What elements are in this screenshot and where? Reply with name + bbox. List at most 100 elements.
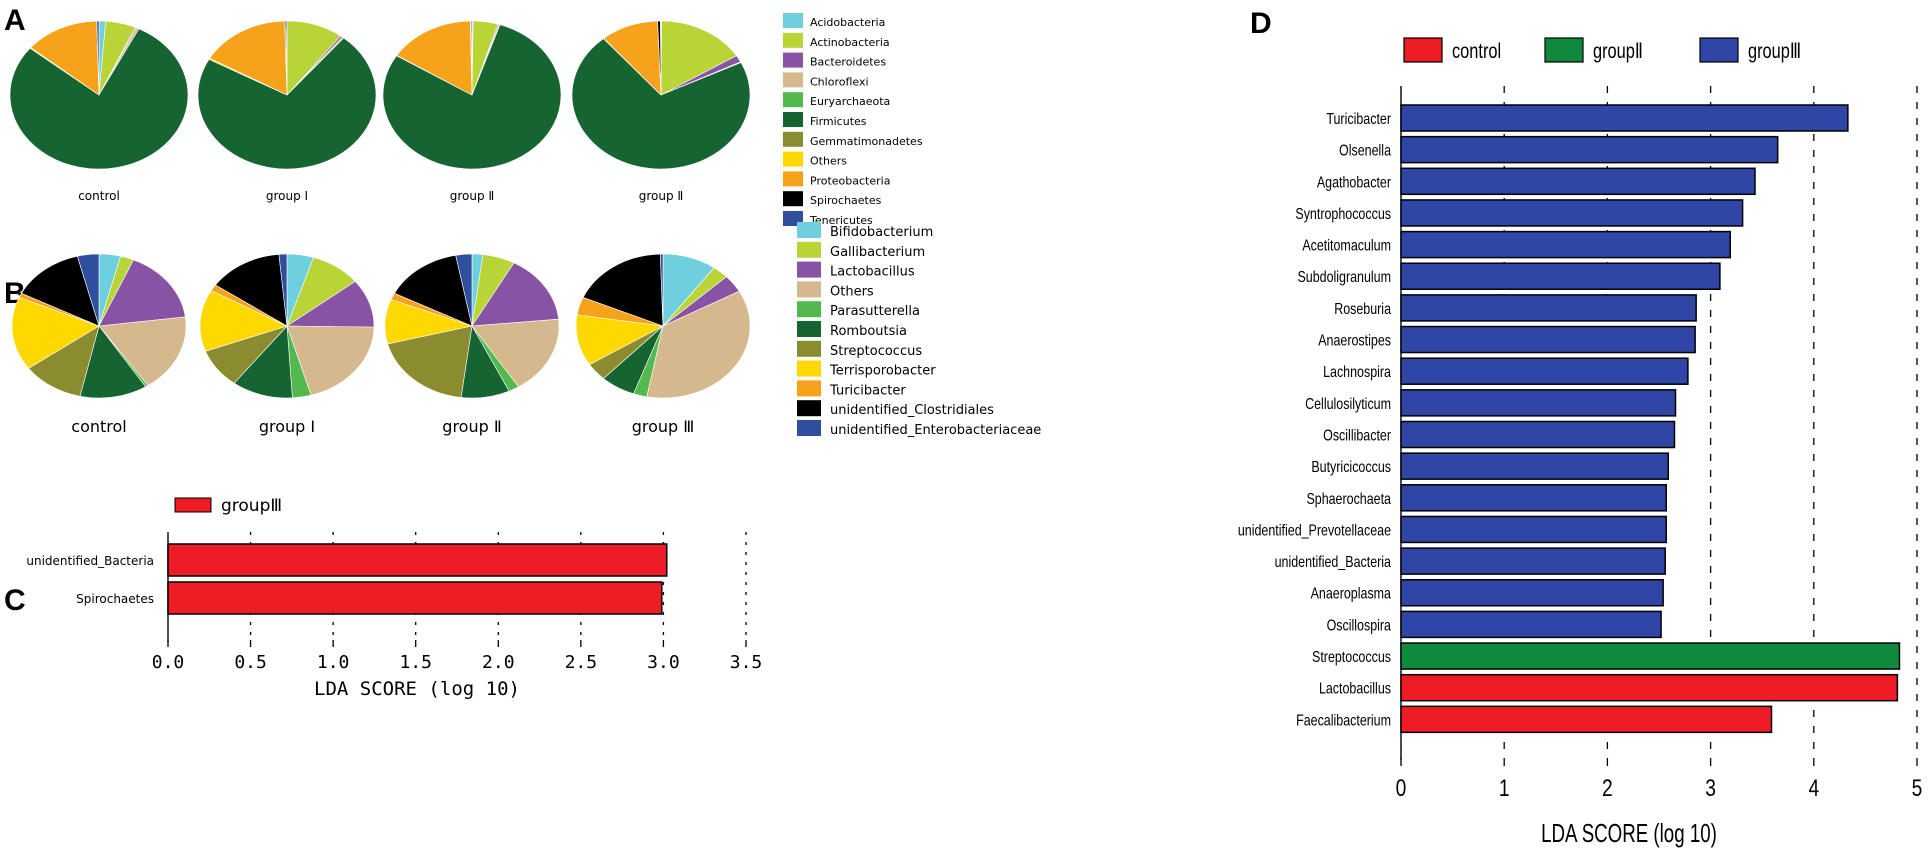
pie-label: group Ⅱ xyxy=(450,189,495,203)
panel-letter-a: A xyxy=(4,4,26,37)
pie-slice-romboutsia xyxy=(233,325,293,399)
pie-slice-tenericutes xyxy=(285,20,288,96)
legend-swatch-control xyxy=(1403,37,1443,63)
pie-group-3 xyxy=(571,20,751,170)
legend-label: groupⅢ xyxy=(1748,39,1801,62)
legend-swatch-romboutsia xyxy=(797,321,821,337)
legend-swatch-gemmatimonadetes xyxy=(783,131,803,147)
legend-label: Chloroflexi xyxy=(810,75,869,88)
legend-label: Euryarchaeota xyxy=(810,95,890,108)
pie-slice-unidentified-clostridiales xyxy=(215,253,288,327)
pie-slice-firmicutes xyxy=(571,38,751,170)
pie-label: group Ⅱ xyxy=(639,189,684,203)
legend-swatch-lactobacillus xyxy=(797,261,821,278)
x-tick-label: 0.0 xyxy=(152,652,185,673)
legend-label: Firmicutes xyxy=(810,115,867,128)
x-tick-label: 3.5 xyxy=(730,652,763,673)
y-category-label: Faecalibacterium xyxy=(1296,712,1391,730)
legend-swatch-euryarchaeota xyxy=(783,92,803,108)
pie-slice-unidentified-enterobacteriaceae xyxy=(278,253,288,327)
panel-b-legend: Bifidobacterium Gallibacterium Lactobacill… xyxy=(797,222,1041,438)
pie-label: control xyxy=(71,417,126,436)
y-category-label: Lachnospira xyxy=(1323,364,1391,382)
bar-acetitomaculum xyxy=(1400,230,1731,259)
bar-streptococcus xyxy=(1400,642,1901,670)
pie-control-0 xyxy=(9,20,189,170)
y-category-label: Anaerostipes xyxy=(1318,332,1391,350)
y-category-label: unidentified_Bacteria xyxy=(1275,554,1391,572)
legend-label: Romboutsia xyxy=(830,324,907,339)
legend-label: groupⅡ xyxy=(1593,39,1643,62)
pie-label: control xyxy=(78,189,120,203)
pie-slice-unidentified-clostridiales xyxy=(582,253,664,327)
legend-swatch-turicibacter xyxy=(797,380,821,397)
legend-swatch-group xyxy=(1699,37,1739,63)
y-category-label: Oscillibacter xyxy=(1323,427,1391,445)
bar-faecalibacterium xyxy=(1400,705,1773,734)
panel-b-pie-charts: control group Ⅰ group Ⅱ group Ⅲ xyxy=(11,253,751,436)
x-tick-label: 2.5 xyxy=(565,652,598,673)
x-tick-label: 5 xyxy=(1912,774,1923,802)
legend-swatch-group xyxy=(1544,37,1584,63)
y-category-label: Agathobacter xyxy=(1317,174,1391,192)
pie-slice-actinobacteria xyxy=(660,20,737,96)
legend-label: Tenericutes xyxy=(809,214,873,227)
legend-swatch-actinobacteria xyxy=(783,32,803,48)
pie-slice-others xyxy=(471,318,560,388)
legend-label: Lactobacillus xyxy=(830,265,915,280)
legend-label: Actinobacteria xyxy=(810,36,890,49)
bar-turicibacter xyxy=(1400,104,1849,132)
pie-slice-tenericutes xyxy=(96,20,100,96)
bar-anaerostipes xyxy=(1400,325,1696,354)
x-tick-label: 0 xyxy=(1396,774,1407,802)
y-category-label: Anaeroplasma xyxy=(1311,585,1391,603)
y-category-label: Olsenella xyxy=(1339,142,1391,160)
pie-slice-firmicutes xyxy=(9,28,189,170)
legend-label: Streptococcus xyxy=(830,344,922,359)
y-category-label: Streptococcus xyxy=(1312,649,1391,667)
bar-agathobacter xyxy=(1400,167,1756,196)
y-category-label: Subdoligranulum xyxy=(1297,269,1391,287)
x-tick-label: 1.0 xyxy=(317,652,350,673)
x-tick-label: 2.0 xyxy=(482,652,515,673)
legend-swatch-bacteroidetes xyxy=(783,52,803,68)
x-tick-label: 0.5 xyxy=(234,652,267,673)
bar-subdoligranulum xyxy=(1400,262,1721,290)
pie-group-1 xyxy=(199,253,375,399)
legend-label: Parasutterella xyxy=(830,304,920,319)
pie-control-0 xyxy=(11,253,187,399)
panel-a-legend: Acidobacteria Actinobacteria Bacteroidetes… xyxy=(783,13,923,227)
y-category-label: Roseburia xyxy=(1334,301,1391,319)
pie-slice-romboutsia xyxy=(79,325,147,399)
legend-label: Others xyxy=(830,284,874,299)
bar-olsenella xyxy=(1400,135,1779,164)
y-category-label: Sphaerochaeta xyxy=(1306,490,1391,508)
pie-group-2 xyxy=(382,20,562,170)
legend-label: groupⅢ xyxy=(221,496,282,516)
bar-cellulosilyticum xyxy=(1400,389,1677,417)
bar-unidentified-bacteria xyxy=(167,543,668,577)
legend-label: Proteobacteria xyxy=(810,174,890,187)
x-axis-title: LDA SCORE (log 10) xyxy=(1541,818,1717,848)
legend-swatch-unidentified-enterobacteriaceae xyxy=(797,420,821,436)
pie-slice-lactobacillus xyxy=(471,262,559,327)
panel-letter-c: C xyxy=(4,584,26,617)
legend-swatch-group xyxy=(174,497,212,513)
legend-swatch-others xyxy=(797,281,821,298)
legend-label: Gemmatimonadetes xyxy=(810,135,923,148)
legend-swatch-streptococcus xyxy=(797,340,821,357)
x-tick-label: 2 xyxy=(1602,774,1613,802)
panel-a-pie-charts: control group Ⅰ group Ⅱ group Ⅱ xyxy=(9,20,751,203)
pie-label: group Ⅱ xyxy=(442,417,501,436)
legend-swatch-firmicutes xyxy=(783,112,803,127)
y-category-label: Turicibacter xyxy=(1326,111,1391,129)
legend-swatch-bifidobacterium xyxy=(797,222,821,238)
legend-label: Bifidobacterium xyxy=(830,225,933,240)
pie-label: group Ⅰ xyxy=(259,417,315,436)
x-tick-label: 1 xyxy=(1499,774,1510,802)
pie-slice-lactobacillus xyxy=(98,259,186,327)
bar-anaeroplasma xyxy=(1400,579,1664,607)
bar-unidentified-prevotellaceae xyxy=(1400,515,1667,544)
y-category-label: Spirochaetes xyxy=(76,592,154,606)
